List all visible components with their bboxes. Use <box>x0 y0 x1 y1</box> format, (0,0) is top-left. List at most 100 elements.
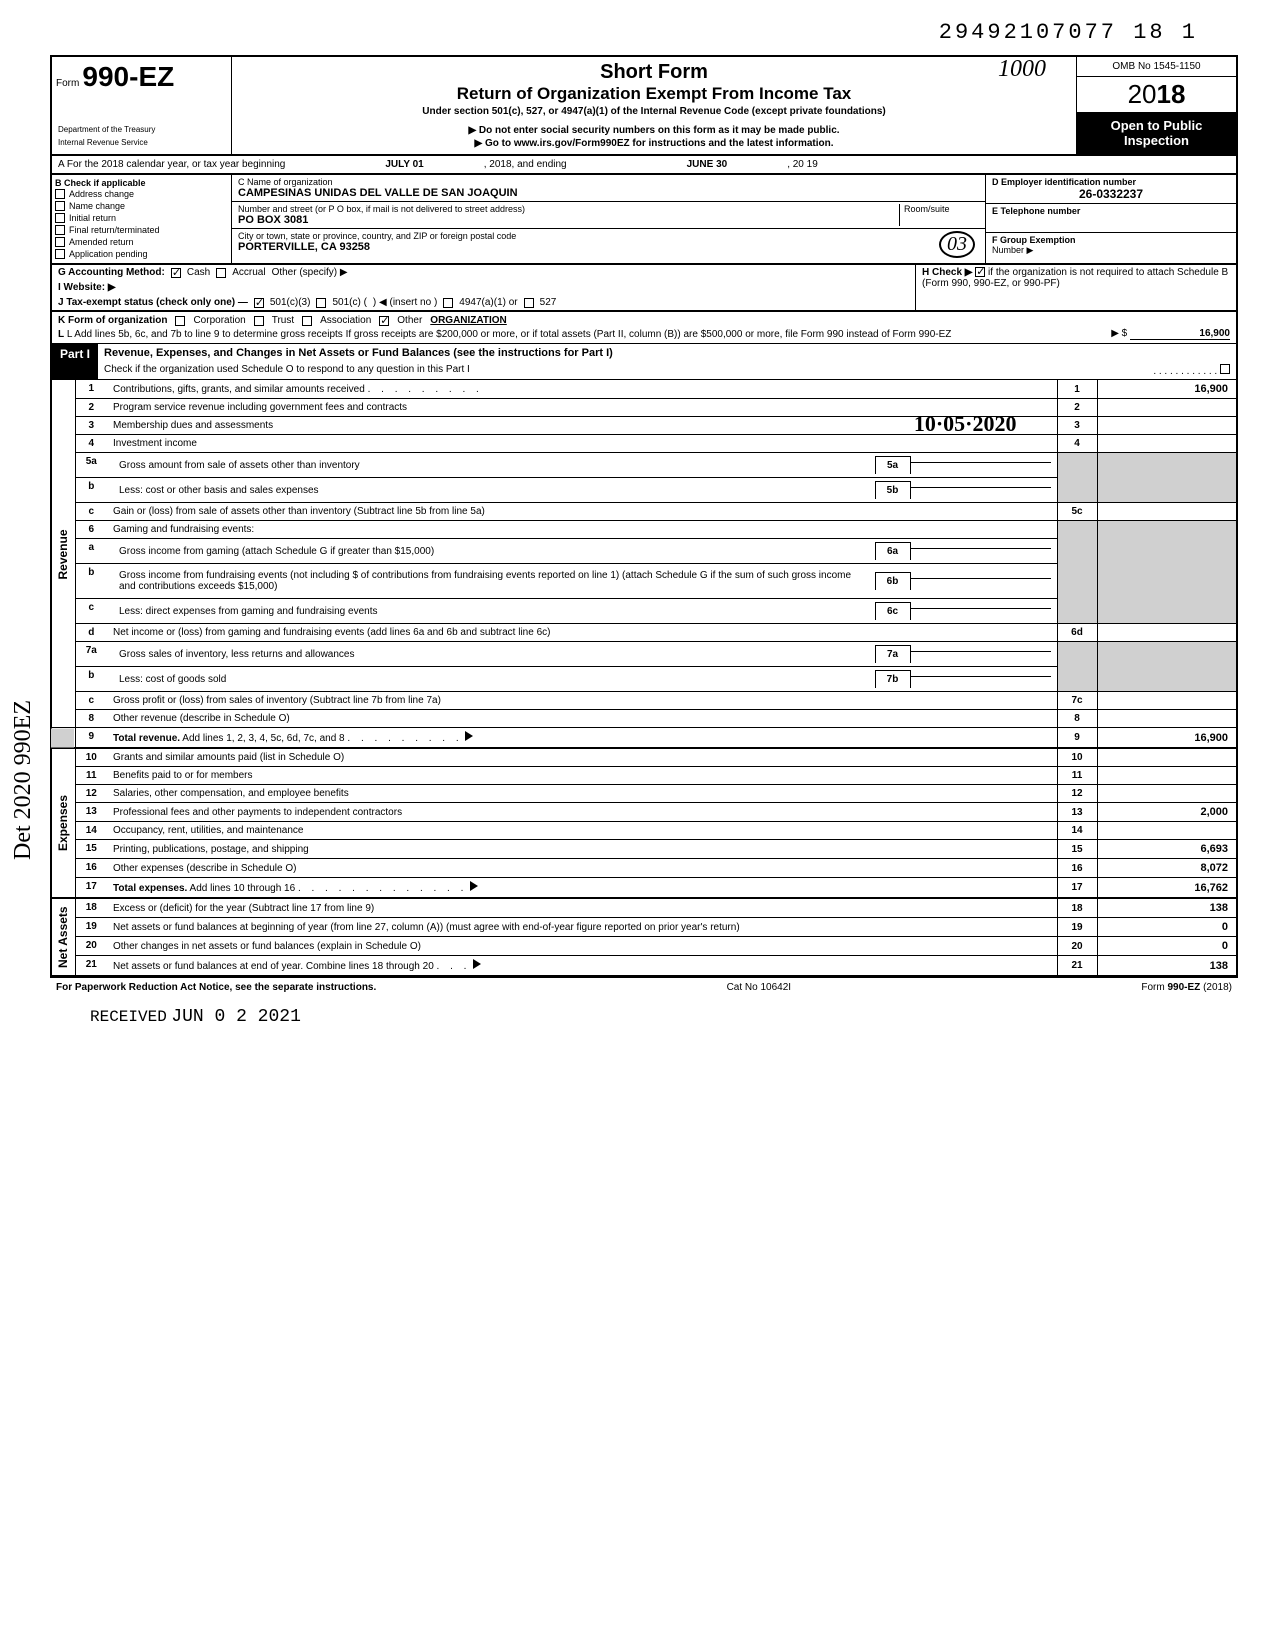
check-corp[interactable] <box>175 316 185 326</box>
e-row: E Telephone number <box>986 204 1236 233</box>
street-value: PO BOX 3081 <box>238 214 899 226</box>
arrow-icon <box>465 731 473 741</box>
line-5c-num: c <box>75 503 107 521</box>
line-16: 16 Other expenses (describe in Schedule … <box>51 859 1237 878</box>
line-17-box: 17 <box>1057 878 1097 899</box>
l-row: L L Add lines 5b, 6c, and 7b to line 9 t… <box>58 327 1230 341</box>
line-19-desc: Net assets or fund balances at beginning… <box>107 918 1057 937</box>
form-subtitle: Return of Organization Exempt From Incom… <box>242 84 1066 104</box>
line-7c-amount <box>1097 692 1237 710</box>
check-501c3[interactable] <box>254 298 264 308</box>
501c-label: 501(c) ( <box>332 297 366 308</box>
check-label-address: Address change <box>69 189 134 199</box>
line-6a-num: a <box>75 539 107 564</box>
row-a-label: A For the 2018 calendar year, or tax yea… <box>58 159 285 170</box>
other-method-label: Other (specify) ▶ <box>272 267 348 278</box>
l-amount: 16,900 <box>1130 328 1230 340</box>
check-final-return[interactable]: Final return/terminated <box>55 224 228 236</box>
line-12-num: 12 <box>75 785 107 803</box>
dept-treasury: Department of the Treasury <box>56 123 227 136</box>
line-5b-num: b <box>75 478 107 503</box>
part1-badge: Part I <box>52 344 98 379</box>
line-5c-desc: Gain or (loss) from sale of assets other… <box>107 503 1057 521</box>
h-row: H Check ▶ if the organization is not req… <box>916 265 1236 310</box>
line-4-desc: Investment income <box>107 435 1057 453</box>
c-label: C Name of organization <box>238 177 979 187</box>
line-17: 17 Total expenses. Add lines 10 through … <box>51 878 1237 899</box>
line-7c-desc: Gross profit or (loss) from sales of inv… <box>107 692 1057 710</box>
e-label: E Telephone number <box>992 206 1230 216</box>
line-19-box: 19 <box>1057 918 1097 937</box>
line-11: 11 Benefits paid to or for members 11 <box>51 767 1237 785</box>
d-label: D Employer identification number <box>992 177 1230 187</box>
assoc-label: Association <box>320 315 371 326</box>
line-4-num: 4 <box>75 435 107 453</box>
check-name-change[interactable]: Name change <box>55 200 228 212</box>
ghij-left: G Accounting Method: Cash Accrual Other … <box>52 265 916 310</box>
form-note-3: ▶ Go to www.irs.gov/Form990EZ for instru… <box>242 138 1066 149</box>
i-label: I Website: ▶ <box>58 282 116 293</box>
line-1: Revenue 1 Contributions, gifts, grants, … <box>51 380 1237 399</box>
check-initial-return[interactable]: Initial return <box>55 212 228 224</box>
check-address-change[interactable]: Address change <box>55 188 228 200</box>
line-7a-num: 7a <box>75 642 107 667</box>
line-17-amount: 16,762 <box>1097 878 1237 899</box>
line-6b-num: b <box>75 564 107 599</box>
line-10-box: 10 <box>1057 748 1097 767</box>
line-14-desc: Occupancy, rent, utilities, and maintena… <box>107 822 1057 840</box>
d-row: D Employer identification number 26-0332… <box>986 175 1236 204</box>
check-cash[interactable] <box>171 268 181 278</box>
line-11-amount <box>1097 767 1237 785</box>
line-19: 19 Net assets or fund balances at beginn… <box>51 918 1237 937</box>
line-21-desc: Net assets or fund balances at end of ye… <box>107 956 1057 977</box>
check-application-pending[interactable]: Application pending <box>55 248 228 260</box>
line-4-amount <box>1097 435 1237 453</box>
j-label: J Tax-exempt status (check only one) — <box>58 297 248 308</box>
line-10-num: 10 <box>75 748 107 767</box>
line-7c-num: c <box>75 692 107 710</box>
street-label: Number and street (or P O box, if mail i… <box>238 204 899 214</box>
check-4947[interactable] <box>443 298 453 308</box>
line-5a-desc: Gross amount from sale of assets other t… <box>107 453 1057 478</box>
check-501c[interactable] <box>316 298 326 308</box>
line-1-desc: Contributions, gifts, grants, and simila… <box>107 380 1057 399</box>
check-schedule-o[interactable] <box>1220 364 1230 374</box>
handwritten-top: 1000 <box>998 56 1046 83</box>
check-assoc[interactable] <box>302 316 312 326</box>
column-c: C Name of organization CAMPESINAS UNIDAS… <box>232 175 986 263</box>
check-trust[interactable] <box>254 316 264 326</box>
line-5a-num: 5a <box>75 453 107 478</box>
line-7c-box: 7c <box>1057 692 1097 710</box>
line-11-box: 11 <box>1057 767 1097 785</box>
footer-right: Form 990-EZ (2018) <box>1141 982 1232 993</box>
check-label-name: Name change <box>69 201 125 211</box>
j-row: J Tax-exempt status (check only one) — 5… <box>52 295 915 310</box>
check-527[interactable] <box>524 298 534 308</box>
tax-year: 2018 <box>1077 77 1236 112</box>
expenses-side-label: Expenses <box>51 748 75 898</box>
arrow-icon-2 <box>470 881 478 891</box>
line-15-num: 15 <box>75 840 107 859</box>
check-amended-return[interactable]: Amended return <box>55 236 228 248</box>
line-2-box: 2 <box>1057 399 1097 417</box>
line-3: 3 Membership dues and assessments 10·05·… <box>51 417 1237 435</box>
check-accrual[interactable] <box>216 268 226 278</box>
527-label: 527 <box>540 297 557 308</box>
line-5a: 5a Gross amount from sale of assets othe… <box>51 453 1237 478</box>
box-5b: 5b <box>875 481 911 499</box>
check-other-org[interactable] <box>379 316 389 326</box>
c-name-row: C Name of organization CAMPESINAS UNIDAS… <box>232 175 985 202</box>
line-6-num: 6 <box>75 521 107 539</box>
line-14: 14 Occupancy, rent, utilities, and maint… <box>51 822 1237 840</box>
line-9-box: 9 <box>1057 728 1097 749</box>
line-16-box: 16 <box>1057 859 1097 878</box>
line-8-box: 8 <box>1057 710 1097 728</box>
box-6b: 6b <box>875 572 911 590</box>
line-6c-num: c <box>75 599 107 624</box>
other-org-value: ORGANIZATION <box>430 315 506 326</box>
line-10: Expenses 10 Grants and similar amounts p… <box>51 748 1237 767</box>
inspection-line2: Inspection <box>1079 133 1234 148</box>
check-schedule-b[interactable] <box>975 267 985 277</box>
line-20-box: 20 <box>1057 937 1097 956</box>
document-id-number: 29492107077 18 1 <box>50 20 1238 45</box>
